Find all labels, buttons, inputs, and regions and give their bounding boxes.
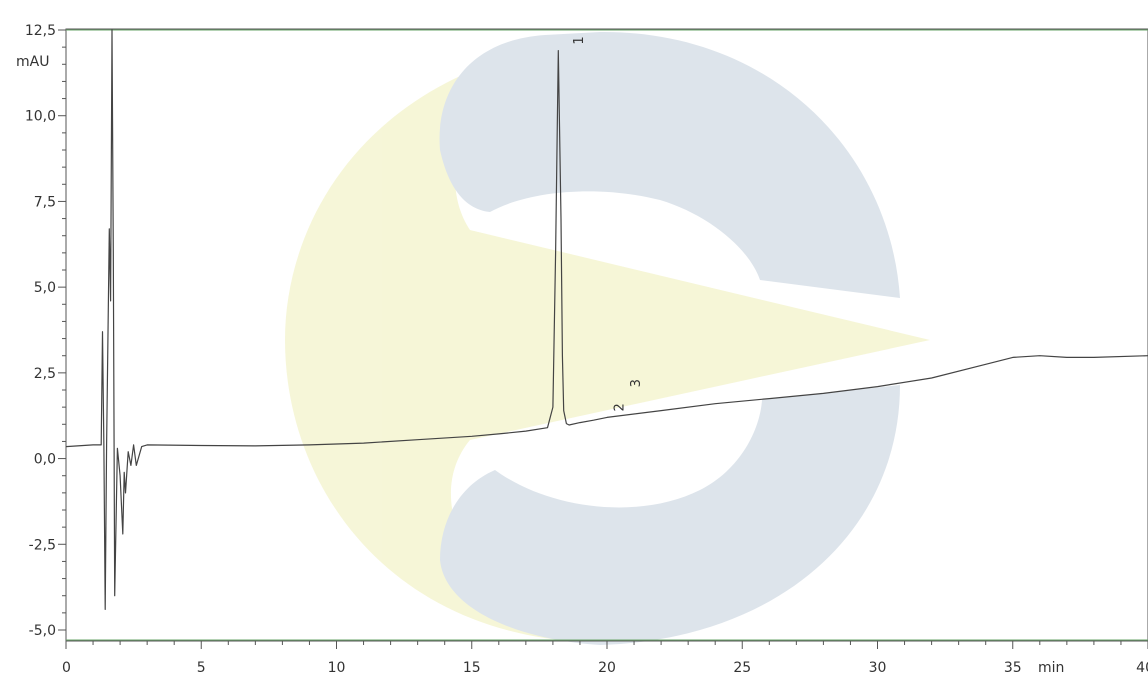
x-tick-label: 5 [197,660,206,676]
x-tick-label: 15 [463,660,481,676]
x-tick-label: 0 [62,660,71,676]
x-tick-label: 35 [1004,660,1022,676]
watermark-gray-top-arc [439,31,900,298]
watermark-gray-bottom-arc [440,385,900,645]
y-tick-label: 0,0 [34,452,56,468]
peak-labels: 1 2 3 [572,36,644,411]
chromatogram-trace [65,29,1148,611]
x-tick-label: 30 [869,660,887,676]
y-tick-label: 5,0 [34,280,56,296]
x-tick-label: 40 [1136,660,1148,676]
x-tick-label: 10 [328,660,346,676]
watermark-logo [285,31,930,645]
y-tick-label: 2,5 [34,366,56,382]
x-axis: 0 5 10 15 20 25 30 35 40 [62,641,1148,676]
y-tick-label: 12,5 [25,23,56,39]
x-unit-label: min [1038,660,1064,676]
y-tick-label: -5,0 [29,623,56,639]
y-tick-label: -2,5 [29,537,56,553]
x-tick-label: 20 [598,660,616,676]
peak-label: 3 [629,379,644,387]
x-tick-label: 25 [733,660,751,676]
y-axis: -5,0 -2,5 0,0 2,5 5,0 7,5 10,0 12,5 [25,23,66,639]
peak-label: 1 [572,36,587,44]
y-tick-label: 7,5 [34,194,56,210]
series-layer [65,29,1148,611]
y-unit-label: mAU [16,54,49,70]
peak-label: 2 [613,403,628,411]
y-tick-label: 10,0 [25,109,56,125]
watermark-yellow-shape [285,40,930,640]
